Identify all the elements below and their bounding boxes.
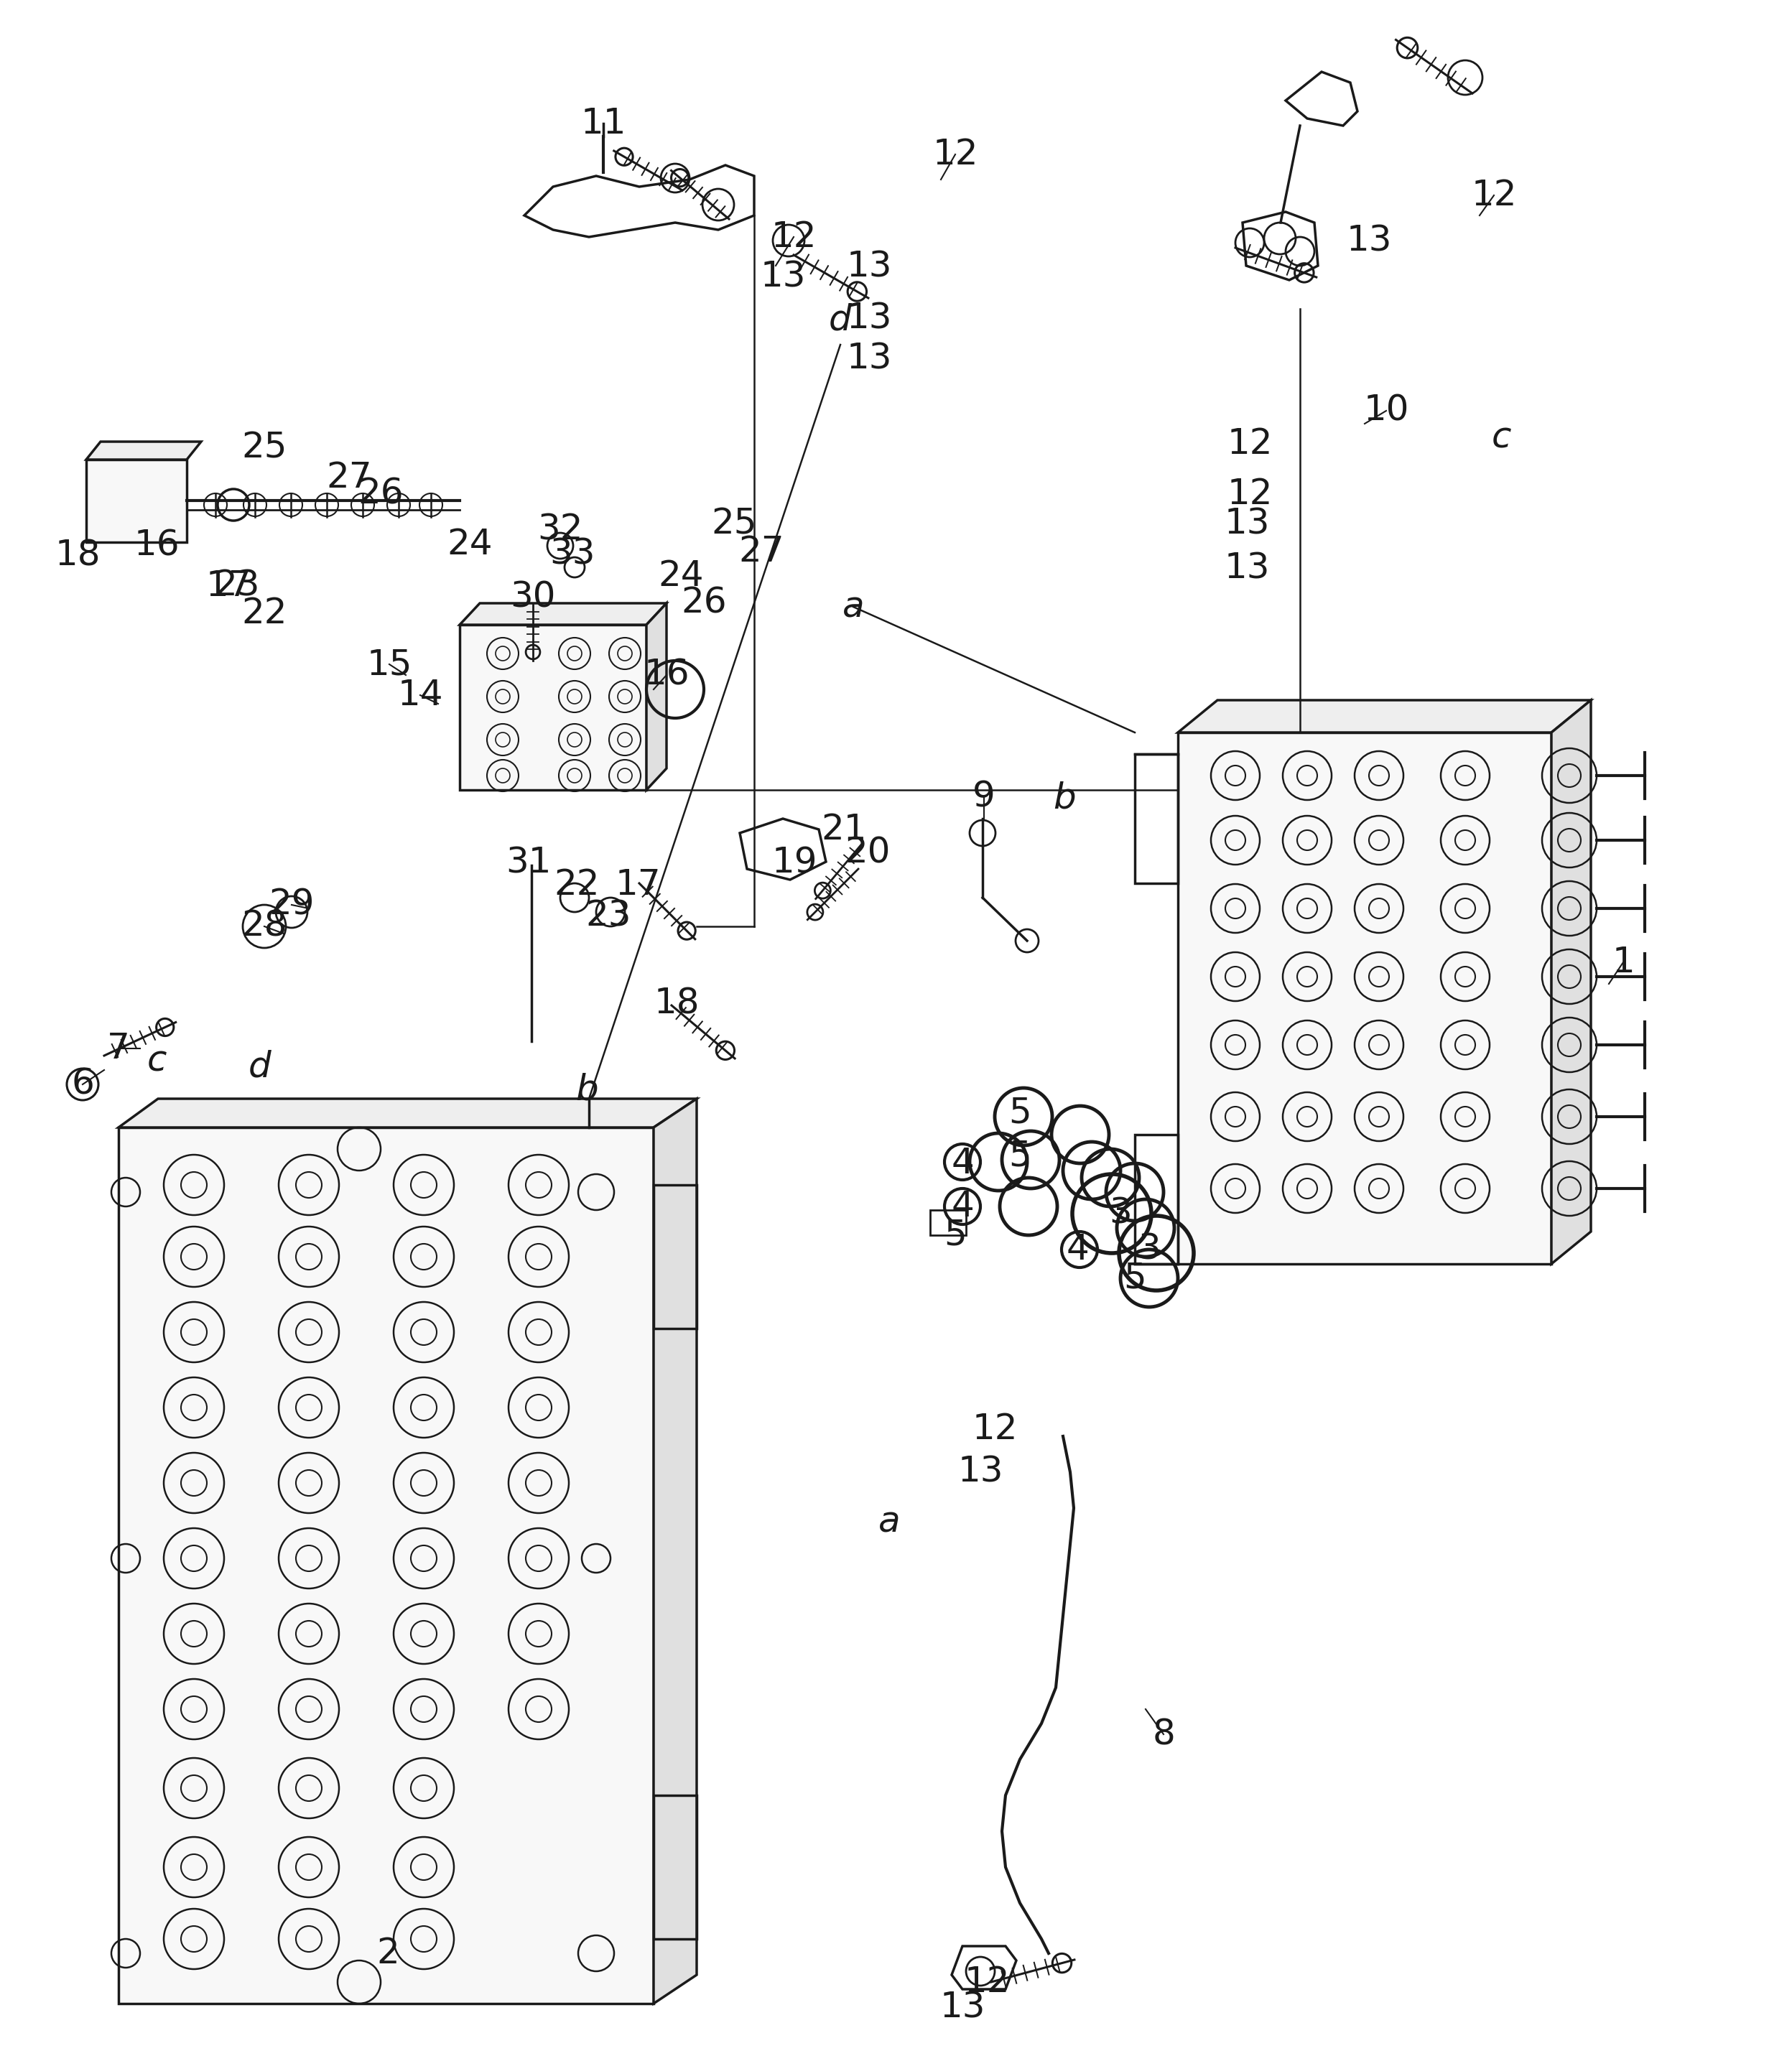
Text: 13: 13 [1346, 224, 1392, 259]
Text: 23: 23 [586, 898, 631, 933]
Text: 17: 17 [206, 570, 251, 602]
Text: d: d [830, 302, 851, 337]
Text: 29: 29 [269, 888, 314, 921]
Text: 13: 13 [846, 300, 892, 335]
Bar [654, 1184, 697, 1328]
Text: 4: 4 [952, 1145, 973, 1180]
Text: 22: 22 [242, 596, 287, 631]
Text: 18: 18 [56, 539, 100, 574]
Text: 22: 22 [554, 868, 600, 903]
Text: 24: 24 [658, 559, 704, 594]
Text: 13: 13 [1224, 508, 1271, 541]
Text: a: a [842, 590, 864, 625]
Text: 27: 27 [326, 461, 373, 495]
Polygon shape [86, 461, 186, 543]
Text: 23: 23 [215, 570, 260, 602]
Text: 5: 5 [1009, 1096, 1032, 1131]
Text: 20: 20 [844, 837, 891, 870]
Polygon shape [647, 602, 667, 790]
Text: 12: 12 [964, 1966, 1009, 1998]
Text: 16: 16 [134, 528, 179, 563]
Text: b: b [1054, 781, 1075, 816]
Text: 13: 13 [846, 251, 892, 284]
Text: 27: 27 [738, 535, 785, 570]
Text: 13: 13 [760, 259, 806, 294]
Text: 12: 12 [771, 220, 817, 255]
Text: 5: 5 [1009, 1139, 1032, 1174]
Bar [1134, 755, 1177, 884]
Text: 13: 13 [939, 1990, 986, 2025]
Text: 4: 4 [1066, 1232, 1090, 1266]
Text: 21: 21 [821, 812, 867, 847]
Text: 26: 26 [681, 586, 728, 621]
Text: 8: 8 [1152, 1717, 1176, 1752]
Text: 12: 12 [1228, 477, 1272, 512]
Text: 2: 2 [376, 1937, 400, 1970]
Text: 18: 18 [654, 987, 699, 1022]
Text: 25: 25 [242, 432, 287, 465]
Polygon shape [654, 1098, 697, 2005]
Polygon shape [461, 625, 647, 790]
Polygon shape [1177, 732, 1552, 1264]
Text: 12: 12 [971, 1412, 1018, 1445]
Text: 12: 12 [1471, 179, 1516, 212]
Polygon shape [461, 602, 667, 625]
Text: 11: 11 [581, 107, 625, 140]
Text: 6: 6 [72, 1067, 93, 1102]
Text: 16: 16 [643, 658, 690, 693]
Text: b: b [575, 1073, 599, 1108]
Text: 31: 31 [505, 845, 552, 880]
Polygon shape [1552, 701, 1591, 1264]
Text: 13: 13 [957, 1456, 1004, 1489]
Text: 24: 24 [446, 526, 493, 561]
Text: d: d [249, 1051, 271, 1084]
Text: 12: 12 [932, 138, 978, 171]
Text: 17: 17 [615, 868, 661, 903]
Text: 3: 3 [1138, 1232, 1161, 1266]
Bar [1134, 1135, 1177, 1264]
Text: c: c [1491, 421, 1511, 454]
Polygon shape [118, 1098, 697, 1127]
Text: 32: 32 [538, 512, 582, 547]
Bar [654, 1795, 697, 1939]
Text: 19: 19 [772, 845, 817, 880]
Text: 14: 14 [398, 678, 443, 711]
Text: 13: 13 [846, 341, 892, 376]
Text: 33: 33 [550, 537, 595, 572]
Text: 1: 1 [1611, 946, 1634, 979]
Text: a: a [878, 1505, 900, 1540]
Text: 5: 5 [944, 1217, 966, 1252]
Polygon shape [1177, 701, 1591, 732]
Text: 12: 12 [1228, 426, 1272, 461]
Text: 28: 28 [242, 909, 287, 944]
Bar [930, 1211, 966, 1236]
Text: 3: 3 [1109, 1197, 1133, 1232]
Text: 25: 25 [711, 508, 756, 541]
Text: 7: 7 [108, 1032, 131, 1065]
Polygon shape [86, 442, 201, 461]
Text: 15: 15 [367, 648, 412, 681]
Text: 4: 4 [952, 1188, 973, 1223]
Text: 13: 13 [1224, 551, 1271, 586]
Text: 10: 10 [1364, 393, 1409, 428]
Text: 5: 5 [1124, 1260, 1147, 1295]
Text: 9: 9 [973, 779, 995, 814]
Polygon shape [118, 1127, 654, 2005]
Text: 26: 26 [358, 477, 403, 512]
Text: 30: 30 [511, 580, 556, 615]
Text: c: c [147, 1044, 167, 1079]
